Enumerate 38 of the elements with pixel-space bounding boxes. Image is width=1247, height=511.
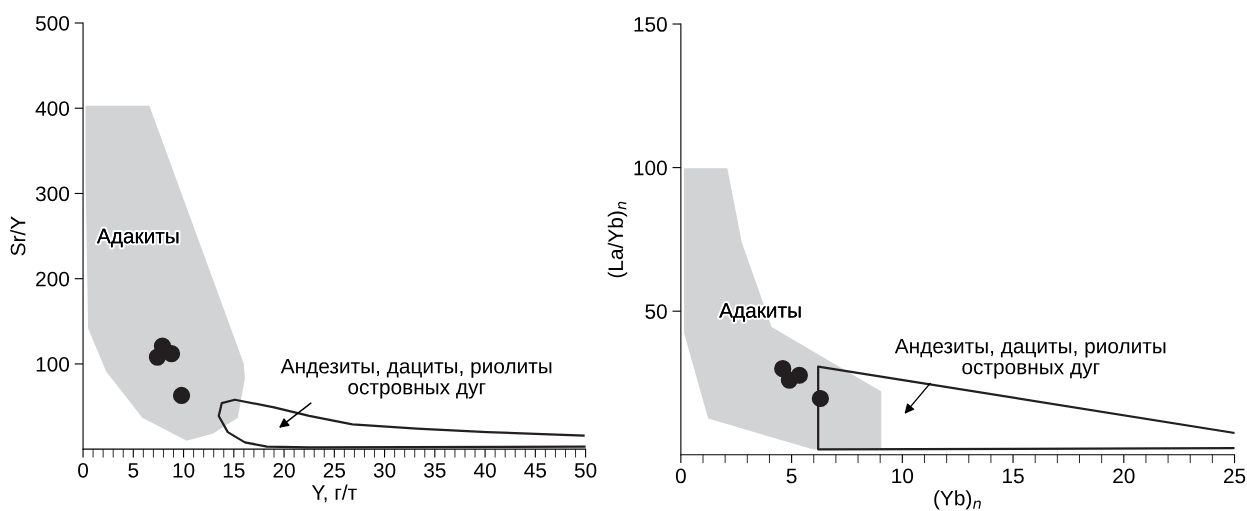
y-tick-label: 200	[36, 271, 70, 287]
y-axis-title: Sr/Y	[10, 216, 26, 256]
x-tick-label: 5	[786, 468, 797, 484]
x-tick-label: 50	[574, 462, 597, 478]
x-tick-label: 40	[473, 462, 496, 478]
x-tick-label: 15	[223, 463, 245, 478]
x-tick-label: 0	[675, 468, 686, 484]
x-tick-label: 0	[78, 462, 89, 478]
annotation: Андезиты, дациты, риолиты островных дуг	[280, 359, 552, 399]
y-tick-label: 400	[35, 101, 70, 116]
annotation: Адакиты	[96, 228, 179, 248]
point	[811, 389, 829, 408]
annotation: Андезиты, дациты, риолиты островных дуг	[894, 338, 1166, 379]
point	[790, 366, 808, 384]
x-tick-label: 20	[273, 462, 295, 478]
y-tick-label: 100	[36, 356, 70, 372]
x-tick-label: 30	[373, 462, 396, 478]
point	[148, 348, 167, 366]
y-tick-label: 150	[634, 17, 667, 32]
x-tick-label: 5	[128, 463, 139, 478]
x-tick-label: 45	[524, 463, 547, 478]
x-tick-label: 20	[1113, 468, 1135, 484]
y-tick-label: 50	[645, 304, 667, 319]
x-tick-label: 15	[1003, 468, 1024, 484]
y-tick-label: 500	[35, 16, 70, 31]
point	[172, 386, 191, 405]
line-series	[217, 398, 586, 449]
y-axis-title: (La/Yb)$_{n}$	[607, 201, 628, 278]
x-tick-label: 10	[173, 462, 195, 478]
x-tick-label: 25	[323, 462, 346, 478]
x-tick-label: 10	[892, 468, 914, 484]
x-tick-label: 25	[1223, 468, 1246, 484]
x-tick-label: 35	[424, 462, 446, 478]
annotation: Адакиты	[719, 303, 801, 322]
x-axis-title: Y, г/т	[311, 484, 357, 503]
x-axis-title: (Yb)$_{n}$	[934, 490, 981, 510]
y-tick-label: 100	[634, 160, 667, 176]
y-tick-label: 300	[35, 186, 70, 202]
